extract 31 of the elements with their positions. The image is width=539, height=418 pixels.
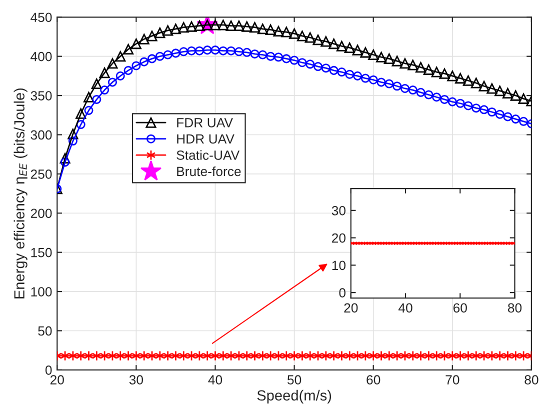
x-tick-label: 40 <box>208 375 222 384</box>
y-tick-label: 100 <box>31 287 52 296</box>
x-tick-label: 80 <box>508 303 522 313</box>
x-tick-label: 70 <box>446 375 460 384</box>
y-tick-label: 400 <box>30 52 52 62</box>
x-tick-label: 80 <box>524 375 538 384</box>
x-tick-label: 50 <box>287 375 302 384</box>
y-tick-label: 50 <box>38 326 52 336</box>
x-axis-title: Speed(m/s) <box>257 390 332 404</box>
y-tick-label: 200 <box>30 208 52 218</box>
x-tick-label: 40 <box>398 303 412 313</box>
y-tick-label: 350 <box>30 91 52 100</box>
x-tick-label: 30 <box>129 375 144 384</box>
legend-label: Static-UAV <box>176 150 240 160</box>
x-tick-label: 60 <box>366 375 380 384</box>
y-tick-label: 450 <box>30 12 52 22</box>
y-tick-label: 0 <box>339 288 346 298</box>
x-tick-label: 20 <box>50 375 64 384</box>
y-tick-label: 10 <box>332 260 346 270</box>
y-tick-label: 0 <box>45 366 52 375</box>
y-axis-title: Energy efficiency η$_{EE}$ (bits/Joule) <box>14 88 28 298</box>
y-tick-label: 250 <box>30 170 52 179</box>
x-tick-label: 20 <box>344 303 358 313</box>
legend-label: HDR UAV <box>177 134 234 144</box>
y-tick-label: 20 <box>332 233 346 243</box>
legend-label: FDR UAV <box>177 118 233 128</box>
x-tick-label: 60 <box>453 303 467 313</box>
legend-label: Brute-force <box>177 166 241 176</box>
y-tick-label: 300 <box>30 130 52 140</box>
y-tick-label: 150 <box>31 248 52 258</box>
y-tick-label: 30 <box>332 206 346 216</box>
